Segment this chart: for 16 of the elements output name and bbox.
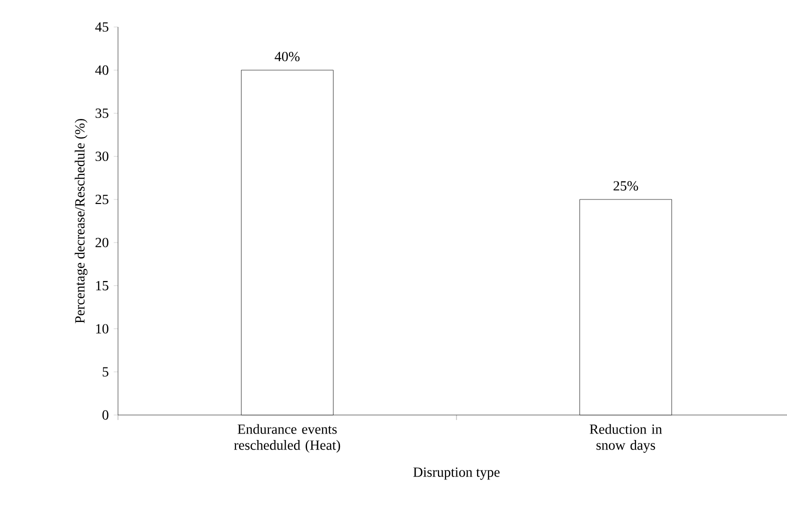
- y-tick-label: 20: [96, 238, 108, 248]
- data-label: 25%: [614, 181, 638, 191]
- x-tick-label: Reduction in snow days: [590, 424, 662, 453]
- y-tick-label: 10: [96, 324, 108, 334]
- y-tick-label: 40: [95, 65, 108, 75]
- y-tick-label: 15: [96, 280, 108, 290]
- x-axis-title: Disruption type: [413, 467, 500, 480]
- y-tick-label: 45: [95, 22, 108, 32]
- y-tick-label: 25: [96, 194, 108, 204]
- y-tick-label: 35: [96, 108, 108, 118]
- y-tick-label: 5: [102, 367, 108, 377]
- y-tick-label: 30: [96, 152, 108, 162]
- y-axis-title: Percentage decrease/Reschedule (%): [74, 118, 88, 324]
- y-tick-label: 0: [102, 410, 108, 420]
- x-tick-label: Endurance events rescheduled (Heat): [234, 424, 340, 453]
- data-label: 40%: [274, 52, 300, 62]
